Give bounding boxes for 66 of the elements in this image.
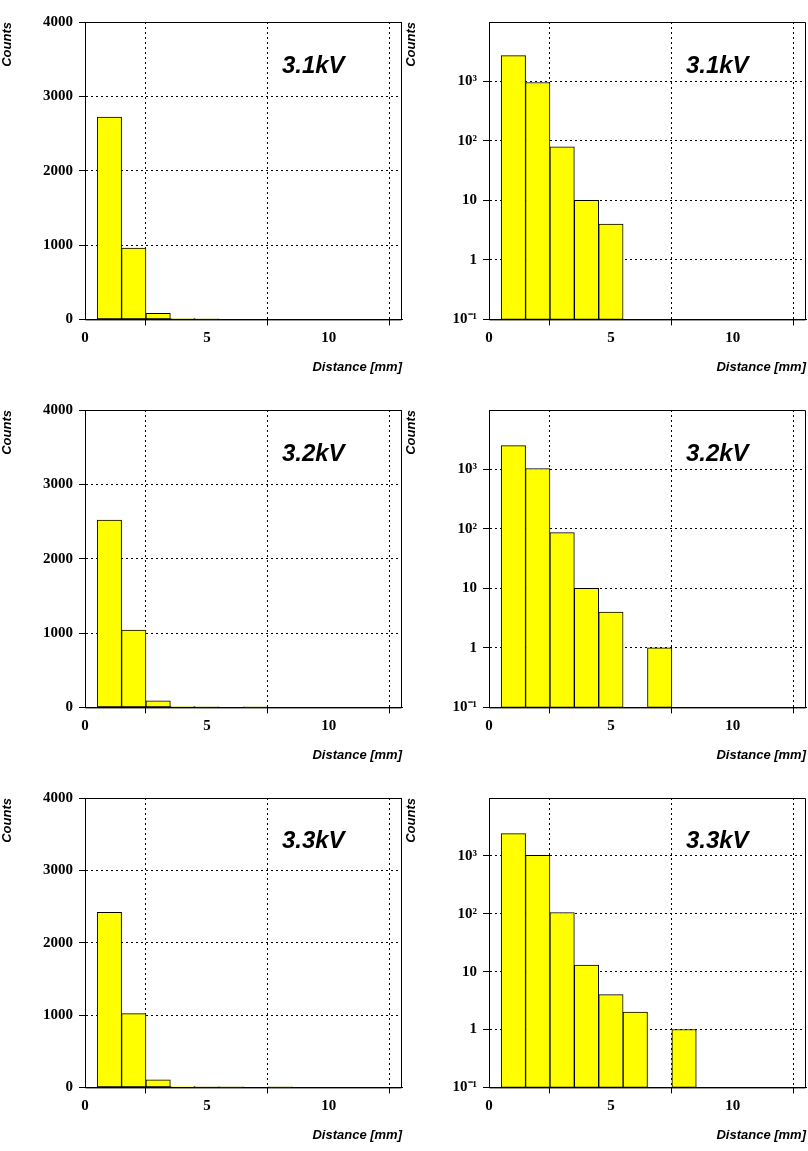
y-axis-title: Counts — [403, 22, 419, 67]
y-tick-label: 0 — [65, 1078, 73, 1095]
x-tick-label: 10 — [725, 717, 741, 734]
y-axis-title: Counts — [0, 798, 15, 843]
x-tick-label: 5 — [607, 717, 615, 734]
y-tick-label: 10² — [457, 131, 478, 148]
y-tick-label: 3000 — [43, 87, 73, 104]
x-tick-label: 10 — [321, 329, 337, 346]
annotation: 3.2kV — [281, 439, 347, 467]
x-tick-label: 0 — [81, 717, 89, 734]
y-tick-label: 10 — [462, 962, 477, 979]
x-tick-label: 5 — [203, 1097, 211, 1114]
x-axis-title: Distance [mm] — [716, 1126, 807, 1142]
y-tick-label: 1 — [469, 638, 477, 655]
y-tick-label: 0 — [65, 698, 73, 715]
y-tick-label: 10³ — [457, 460, 478, 477]
y-tick-label: 2000 — [43, 161, 73, 178]
x-tick-label: 5 — [607, 329, 615, 346]
y-tick-label: 10 — [462, 579, 477, 596]
y-tick-label: 0 — [65, 310, 73, 327]
x-tick-label: 5 — [203, 717, 211, 734]
y-tick-label: 4000 — [43, 788, 73, 805]
x-axis-title: Distance [mm] — [716, 358, 807, 374]
x-axis-title: Distance [mm] — [716, 746, 807, 762]
x-tick-label: 0 — [81, 329, 89, 346]
x-tick-label: 0 — [81, 1097, 89, 1114]
x-tick-label: 0 — [485, 717, 493, 734]
y-tick-label: 10⁻¹ — [452, 698, 477, 715]
y-tick-label: 10⁻¹ — [452, 310, 477, 327]
annotation: 3.1kV — [281, 51, 347, 79]
x-tick-label: 10 — [725, 329, 741, 346]
y-tick-label: 1000 — [43, 1005, 73, 1022]
x-tick-label: 5 — [203, 329, 211, 346]
x-tick-label: 0 — [485, 1097, 493, 1114]
y-tick-label: 10² — [457, 519, 478, 536]
x-axis-title: Distance [mm] — [312, 746, 403, 762]
y-tick-label: 3000 — [43, 861, 73, 878]
y-axis-title: Counts — [0, 22, 15, 67]
y-tick-label: 3000 — [43, 475, 73, 492]
y-tick-label: 1 — [469, 250, 477, 267]
annotation: 3.2kV — [685, 439, 751, 467]
y-tick-label: 1 — [469, 1020, 477, 1037]
x-tick-label: 0 — [485, 329, 493, 346]
y-tick-label: 2000 — [43, 933, 73, 950]
x-axis-title: Distance [mm] — [312, 358, 403, 374]
y-axis-title: Counts — [0, 410, 15, 455]
y-tick-label: 4000 — [43, 400, 73, 417]
y-tick-label: 1000 — [43, 235, 73, 252]
y-tick-label: 10 — [462, 191, 477, 208]
annotation: 3.3kV — [685, 826, 751, 854]
y-tick-label: 1000 — [43, 623, 73, 640]
y-axis-title: Counts — [403, 798, 419, 843]
x-tick-label: 10 — [321, 1097, 337, 1114]
x-tick-label: 10 — [321, 717, 337, 734]
x-tick-label: 10 — [725, 1097, 741, 1114]
x-tick-label: 5 — [607, 1097, 615, 1114]
y-tick-label: 2000 — [43, 549, 73, 566]
y-tick-label: 10³ — [457, 72, 478, 89]
y-axis-title: Counts — [403, 410, 419, 455]
annotation: 3.3kV — [281, 826, 347, 854]
y-tick-label: 10³ — [457, 846, 478, 863]
y-tick-label: 4000 — [43, 12, 73, 29]
y-tick-label: 10⁻¹ — [452, 1078, 477, 1095]
y-tick-label: 10² — [457, 904, 478, 921]
x-axis-title: Distance [mm] — [312, 1126, 403, 1142]
annotation: 3.1kV — [685, 51, 751, 79]
